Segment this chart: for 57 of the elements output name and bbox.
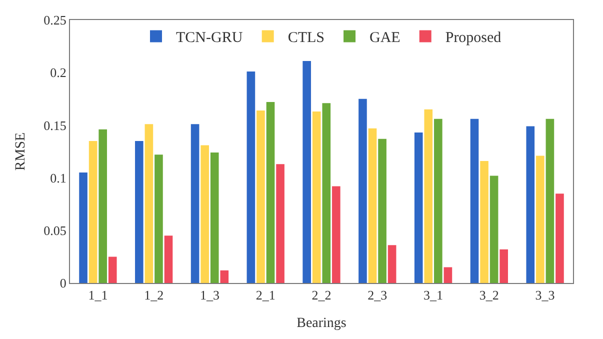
x-tick-label: 1_2: [144, 288, 164, 303]
bar: [526, 126, 535, 283]
bar: [108, 256, 117, 283]
y-tick-label: 0: [60, 276, 66, 291]
x-axis-title: Bearings: [296, 316, 346, 331]
y-tick-label: 0.2: [50, 65, 66, 80]
bar: [312, 112, 321, 283]
bar: [88, 140, 98, 283]
y-tick-label: 0.05: [44, 222, 66, 238]
bar: [470, 118, 479, 283]
bar: [536, 156, 544, 283]
legend-label: TCN-GRU: [176, 30, 243, 46]
bar: [220, 270, 229, 283]
bar: [79, 172, 88, 283]
bar: [144, 124, 154, 283]
bar: [210, 152, 219, 283]
bar: [276, 164, 284, 283]
bar: [444, 267, 452, 283]
y-axis-title: RMSE: [13, 132, 28, 171]
bar: [434, 118, 442, 283]
bar: [322, 103, 331, 283]
bar: [546, 118, 554, 283]
bar: [500, 249, 508, 283]
bar: [190, 124, 200, 283]
bar: [378, 138, 386, 283]
legend-label: Proposed: [445, 30, 502, 46]
x-tick-label: 3_1: [424, 288, 444, 303]
bar: [246, 72, 256, 283]
x-tick-label: 1_3: [200, 288, 220, 303]
bar: [480, 160, 488, 283]
bar: [164, 236, 173, 283]
bar: [154, 154, 163, 283]
bar: [266, 102, 275, 283]
bar: [332, 186, 340, 283]
x-tick-label: 2_2: [312, 288, 332, 303]
legend-label: GAE: [370, 30, 400, 46]
y-tick-label: 0.25: [44, 12, 66, 28]
bar: [424, 109, 433, 283]
legend-label: CTLS: [288, 30, 325, 46]
x-tick-label: 2_1: [256, 288, 276, 303]
bar: [368, 128, 377, 283]
bar: [200, 145, 209, 283]
bar: [414, 132, 423, 283]
x-tick-label: 1_1: [88, 288, 108, 303]
bar: [98, 129, 107, 283]
y-tick-label: 0.15: [44, 118, 66, 133]
x-tick-label: 2_3: [368, 288, 388, 303]
bar: [556, 194, 564, 283]
bar: [490, 176, 498, 283]
x-tick-label: 3_2: [479, 288, 499, 303]
bar: [135, 140, 144, 283]
bar: [388, 245, 396, 283]
y-tick-label: 0.1: [50, 170, 66, 186]
bar: [256, 110, 265, 283]
bar: [302, 61, 311, 283]
bar: [358, 98, 367, 283]
x-tick-label: 3_3: [535, 288, 555, 303]
